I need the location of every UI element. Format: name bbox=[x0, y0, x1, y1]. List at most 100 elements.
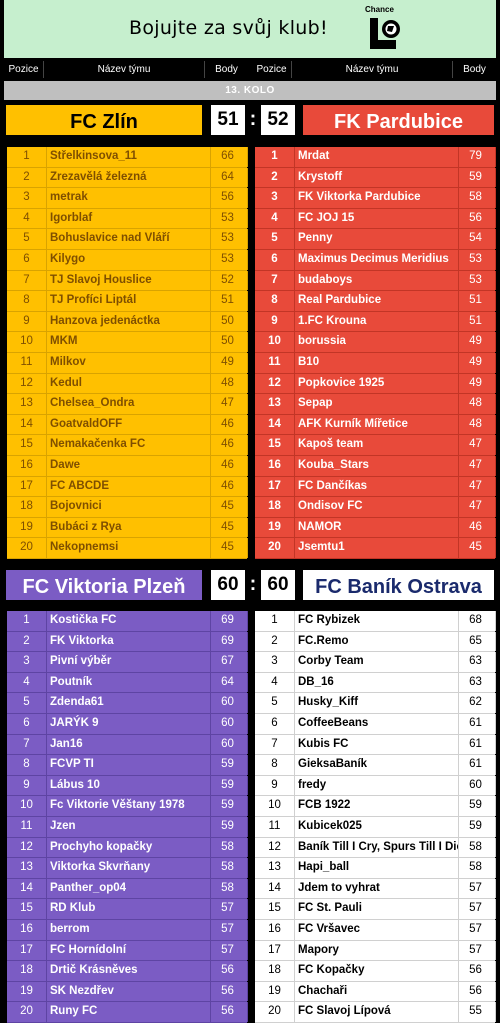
team-name-cell: FC Slavoj Lípová bbox=[295, 1002, 459, 1022]
position-cell: 5 bbox=[7, 229, 47, 249]
position-cell: 8 bbox=[255, 755, 295, 775]
team-name-cell: NAMOR bbox=[295, 517, 459, 538]
table-row: 4 Poutník 64 bbox=[7, 672, 248, 694]
position-cell: 11 bbox=[255, 816, 295, 837]
points-cell: 63 bbox=[456, 672, 496, 693]
points-cell: 46 bbox=[208, 414, 248, 435]
team-name-cell: Nemakačenka FC bbox=[47, 435, 211, 455]
table-row: 3 Corby Team 63 bbox=[255, 652, 496, 673]
points-cell: 51 bbox=[208, 291, 248, 311]
table-row: 15 FC St. Pauli 57 bbox=[255, 899, 496, 920]
team-name-cell: Penny bbox=[295, 229, 459, 249]
points-cell: 47 bbox=[456, 476, 496, 497]
points-cell: 51 bbox=[456, 291, 496, 311]
table-plzen: 1 Kostička FC 69 2 FK Viktorka 69 3 Pivní výběr… bbox=[7, 611, 248, 1023]
team-name-pardubice: FK Pardubice bbox=[301, 103, 496, 137]
table-row: 4 Igorblaf 53 bbox=[7, 208, 248, 230]
points-cell: 58 bbox=[456, 188, 496, 208]
points-cell: 50 bbox=[208, 332, 248, 352]
points-cell: 46 bbox=[208, 455, 248, 476]
team-name-cell: GieksaBaník bbox=[295, 755, 459, 775]
position-cell: 18 bbox=[255, 497, 295, 517]
points-cell: 60 bbox=[208, 734, 248, 755]
position-cell: 10 bbox=[255, 796, 295, 816]
header-pts: Body bbox=[215, 64, 238, 75]
points-cell: 57 bbox=[456, 919, 496, 940]
team-name-cell: Popkovice 1925 bbox=[295, 373, 459, 394]
team-name-cell: B10 bbox=[295, 352, 459, 373]
position-cell: 6 bbox=[7, 249, 47, 270]
points-cell: 59 bbox=[208, 796, 248, 816]
team-name-cell: RD Klub bbox=[47, 899, 211, 919]
points-cell: 47 bbox=[208, 394, 248, 414]
score-zlin: 51 bbox=[209, 103, 247, 137]
table-row: 9 Lábus 10 59 bbox=[7, 775, 248, 797]
position-cell: 3 bbox=[7, 652, 47, 672]
position-cell: 14 bbox=[255, 414, 295, 435]
header-pts: Body bbox=[463, 64, 486, 75]
team-name-cell: Lábus 10 bbox=[47, 775, 211, 796]
position-cell: 6 bbox=[7, 713, 47, 734]
team-name-cell: Baník Till I Cry, Spurs Till I Die bbox=[295, 837, 459, 858]
table-row: 10 Fc Viktorie Věštany 1978 59 bbox=[7, 796, 248, 817]
position-cell: 16 bbox=[255, 455, 295, 476]
position-cell: 11 bbox=[7, 816, 47, 837]
position-cell: 5 bbox=[255, 229, 295, 249]
team-name-cell: FC Vršavec bbox=[295, 919, 459, 940]
position-cell: 17 bbox=[255, 476, 295, 497]
team-name-cell: Jdem to vyhrat bbox=[295, 878, 459, 899]
table-row: 12 Baník Till I Cry, Spurs Till I Die 58 bbox=[255, 837, 496, 859]
logo-brand-text: Chance bbox=[365, 5, 394, 14]
points-cell: 56 bbox=[208, 1002, 248, 1022]
position-cell: 18 bbox=[255, 961, 295, 981]
chance-logo: Chance bbox=[362, 5, 408, 53]
table-row: 10 MKM 50 bbox=[7, 332, 248, 353]
points-cell: 45 bbox=[208, 517, 248, 538]
position-cell: 14 bbox=[7, 878, 47, 899]
points-cell: 58 bbox=[456, 858, 496, 878]
table-row: 14 AFK Kurník Mířetice 48 bbox=[255, 414, 496, 436]
team-name-cell: Kilygo bbox=[47, 249, 211, 270]
team-name-cell: Bohuslavice nad Vláří bbox=[47, 229, 211, 249]
team-name-cell: Jsemtu1 bbox=[295, 538, 459, 558]
team-name-cell: Maximus Decimus Meridius bbox=[295, 249, 459, 270]
table-ostrava: 1 FC Rybizek 68 2 FC.Remo 65 3 Corby Team 63 4 DB_… bbox=[255, 611, 496, 1023]
table-row: 20 FC Slavoj Lípová 55 bbox=[255, 1002, 496, 1023]
position-cell: 12 bbox=[7, 837, 47, 858]
column-header-left: Pozice Název týmu Body bbox=[4, 61, 248, 78]
table-row: 18 FC Kopačky 56 bbox=[255, 961, 496, 982]
table-row: 11 Kubicek025 59 bbox=[255, 816, 496, 838]
team-name-plzen: FC Viktoria Plzeň bbox=[4, 568, 204, 602]
position-cell: 7 bbox=[255, 734, 295, 755]
position-cell: 11 bbox=[7, 352, 47, 373]
points-cell: 59 bbox=[208, 775, 248, 796]
points-cell: 46 bbox=[456, 517, 496, 538]
table-row: 19 SK Nezdřev 56 bbox=[7, 981, 248, 1003]
team-name-cell: AFK Kurník Mířetice bbox=[295, 414, 459, 435]
points-cell: 59 bbox=[208, 755, 248, 775]
points-cell: 47 bbox=[456, 455, 496, 476]
team-name-cell: Poutník bbox=[47, 672, 211, 693]
table-row: 16 Kouba_Stars 47 bbox=[255, 455, 496, 477]
position-cell: 12 bbox=[255, 373, 295, 394]
position-cell: 2 bbox=[255, 631, 295, 652]
position-cell: 20 bbox=[7, 1002, 47, 1022]
points-cell: 53 bbox=[456, 270, 496, 291]
position-cell: 8 bbox=[255, 291, 295, 311]
team-name-cell: Kubis FC bbox=[295, 734, 459, 755]
team-name-cell: borussia bbox=[295, 332, 459, 352]
table-row: 18 Ondisov FC 47 bbox=[255, 497, 496, 518]
position-cell: 13 bbox=[7, 858, 47, 878]
position-cell: 4 bbox=[255, 672, 295, 693]
table-row: 3 Pivní výběr 67 bbox=[7, 652, 248, 673]
position-cell: 10 bbox=[7, 332, 47, 352]
points-cell: 48 bbox=[456, 414, 496, 435]
team-name-cell: Viktorka Skvrňany bbox=[47, 858, 211, 878]
table-row: 13 Viktorka Skvrňany 58 bbox=[7, 858, 248, 879]
position-cell: 15 bbox=[7, 899, 47, 919]
round-label: 13. KOLO bbox=[4, 81, 496, 100]
position-cell: 17 bbox=[7, 940, 47, 961]
chance-logo-icon bbox=[370, 18, 400, 49]
team-name-cell: FK Viktorka Pardubice bbox=[295, 188, 459, 208]
points-cell: 45 bbox=[456, 538, 496, 558]
